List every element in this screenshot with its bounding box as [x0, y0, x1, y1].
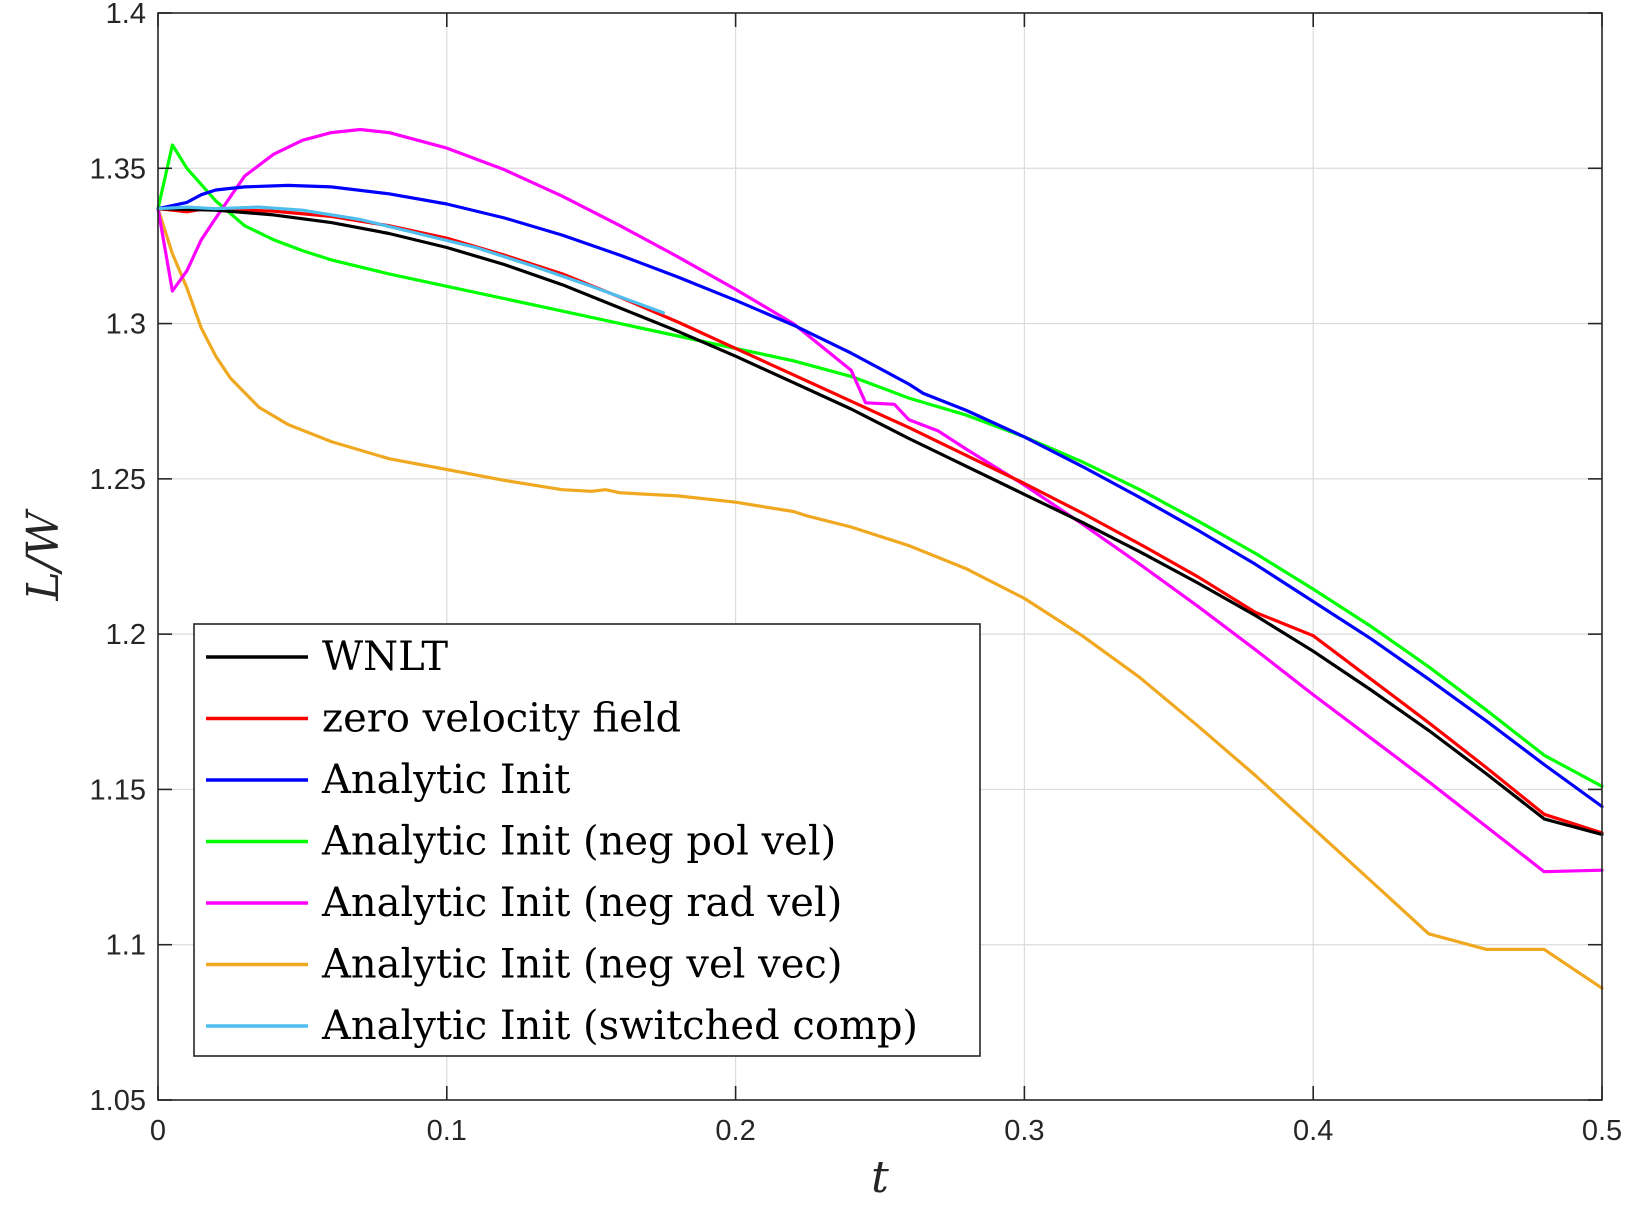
series-line-analytic-init — [156, 183, 1604, 809]
legend-label: Analytic Init (switched comp) — [321, 1003, 918, 1049]
y-tick-label: 1.35 — [90, 153, 146, 185]
series-line-analytic-init-neg-pol-vel — [156, 143, 1604, 788]
series-line-wnlt — [156, 207, 1604, 837]
x-tick-label: 0.3 — [1004, 1115, 1044, 1147]
y-tick-label: 1.05 — [90, 1085, 146, 1117]
y-tick-label: 1.4 — [106, 0, 146, 30]
legend-label: Analytic Init — [321, 757, 570, 803]
x-axis-label: t — [871, 1152, 889, 1203]
x-tick-label: 0.2 — [715, 1115, 755, 1147]
y-tick-label: 1.15 — [90, 774, 146, 806]
legend: WNLT zero velocity field Analytic Init Anal… — [193, 623, 981, 1057]
y-axis-label: L/W — [18, 508, 69, 602]
y-tick-label: 1.3 — [106, 309, 146, 341]
series-line-analytic-init-switched-comp — [156, 205, 665, 315]
plot-area-frame — [157, 12, 1603, 1101]
x-tick-label: 0 — [150, 1115, 166, 1147]
legend-label: Analytic Init (neg vel vec) — [321, 942, 842, 988]
y-tick-label: 1.1 — [106, 930, 146, 962]
legend-box — [193, 623, 981, 1057]
y-tick-label: 1.25 — [90, 464, 146, 496]
legend-label: zero velocity field — [322, 696, 681, 742]
series-line-zero-velocity-field — [156, 207, 1604, 835]
axes — [157, 12, 1603, 1101]
legend-label: Analytic Init (neg pol vel) — [321, 819, 836, 865]
x-tick-label: 0.4 — [1293, 1115, 1333, 1147]
series-line-analytic-init-neg-rad-vel — [156, 127, 1604, 874]
x-tick-label: 0.5 — [1582, 1115, 1622, 1147]
legend-label: Analytic Init (neg rad vel) — [321, 880, 842, 926]
series-lines — [156, 127, 1604, 990]
series-line-analytic-init-neg-vel-vec — [156, 207, 1604, 990]
tick-marks-and-labels: 0 0.1 0.2 0.3 0.4 0.5 1.05 1.1 1.15 1.2 1.25 1.3 1.3… — [90, 0, 1623, 1147]
x-tick-label: 0.1 — [427, 1115, 467, 1147]
y-tick-label: 1.2 — [106, 619, 146, 651]
legend-label: WNLT — [322, 634, 448, 680]
